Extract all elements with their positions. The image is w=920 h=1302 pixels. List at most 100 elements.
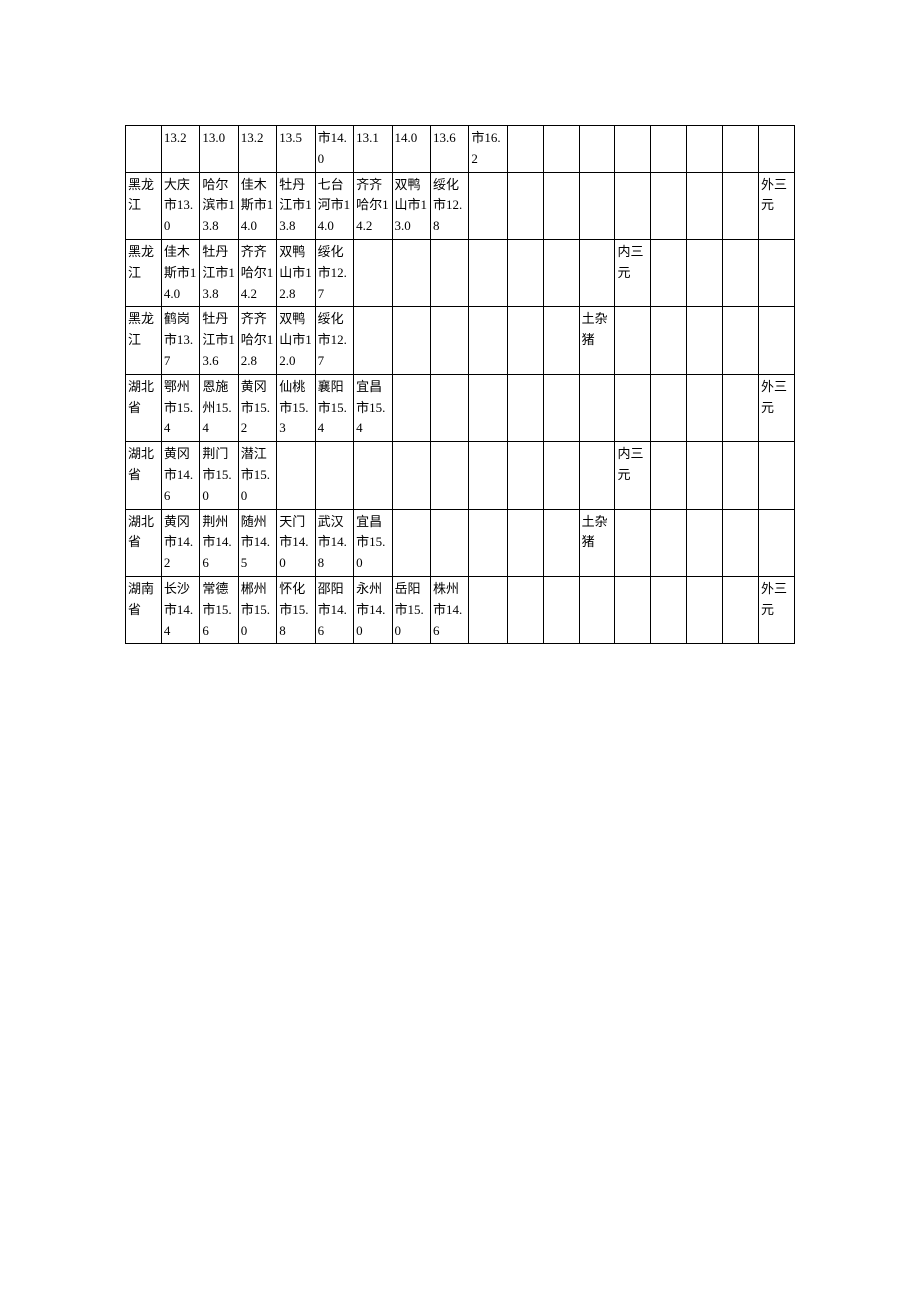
data-cell: [615, 172, 651, 239]
data-cell: [392, 442, 430, 509]
data-cell: [430, 509, 468, 576]
data-cell: 鄂州市15.4: [161, 374, 199, 441]
data-cell: 绥化市12.7: [315, 239, 353, 306]
data-cell: [469, 374, 507, 441]
data-cell: [543, 126, 579, 173]
table-body: 13.2 13.0 13.2 13.5 市14.0 13.1 14.0 13.6…: [126, 126, 795, 644]
data-cell: 牡丹江市13.6: [200, 307, 238, 374]
data-cell: 牡丹江市13.8: [200, 239, 238, 306]
type-cell: [758, 126, 794, 173]
data-cell: 怀化市15.8: [277, 576, 315, 643]
data-cell: 荆州市14.6: [200, 509, 238, 576]
data-cell: [651, 172, 687, 239]
data-cell: [579, 576, 615, 643]
data-cell: 13.2: [161, 126, 199, 173]
data-cell: [723, 307, 759, 374]
data-cell: [507, 509, 543, 576]
province-cell: 黑龙江: [126, 307, 162, 374]
data-cell: [615, 509, 651, 576]
type-cell: [758, 509, 794, 576]
data-cell: [651, 442, 687, 509]
data-cell: 株州市14.6: [430, 576, 468, 643]
data-cell: 随州市14.5: [238, 509, 276, 576]
data-cell: 13.1: [354, 126, 392, 173]
data-cell: 荆门市15.0: [200, 442, 238, 509]
data-cell: [615, 374, 651, 441]
data-cell: 13.0: [200, 126, 238, 173]
type-cell: 内三元: [615, 239, 651, 306]
data-cell: [687, 126, 723, 173]
data-cell: [392, 509, 430, 576]
data-cell: [507, 576, 543, 643]
data-cell: [615, 126, 651, 173]
data-cell: [723, 239, 759, 306]
type-cell: 土杂猪: [579, 509, 615, 576]
data-cell: [579, 374, 615, 441]
data-cell: [651, 126, 687, 173]
data-cell: 邵阳市14.6: [315, 576, 353, 643]
data-cell: [354, 239, 392, 306]
data-cell: [469, 509, 507, 576]
data-cell: [507, 307, 543, 374]
data-cell: 14.0: [392, 126, 430, 173]
province-cell: 黑龙江: [126, 172, 162, 239]
data-cell: 牡丹江市13.8: [277, 172, 315, 239]
data-cell: [687, 576, 723, 643]
province-cell: 湖南省: [126, 576, 162, 643]
data-cell: [651, 374, 687, 441]
data-cell: [723, 509, 759, 576]
data-cell: [469, 239, 507, 306]
data-cell: [543, 509, 579, 576]
type-cell: 外三元: [758, 374, 794, 441]
data-cell: 13.6: [430, 126, 468, 173]
province-cell: 湖北省: [126, 509, 162, 576]
data-cell: 绥化市12.8: [430, 172, 468, 239]
data-cell: [651, 509, 687, 576]
data-cell: [723, 172, 759, 239]
data-cell: 宜昌市15.4: [354, 374, 392, 441]
data-cell: 黄冈市14.2: [161, 509, 199, 576]
table-row: 黑龙江 大庆市13.0 哈尔滨市13.8 佳木斯市14.0 牡丹江市13.8 七…: [126, 172, 795, 239]
province-cell: 湖北省: [126, 442, 162, 509]
data-cell: [543, 442, 579, 509]
data-cell: 永州市14.0: [354, 576, 392, 643]
type-cell: 外三元: [758, 576, 794, 643]
data-cell: 仙桃市15.3: [277, 374, 315, 441]
data-cell: 佳木斯市14.0: [238, 172, 276, 239]
data-cell: [315, 442, 353, 509]
type-cell: [758, 239, 794, 306]
data-cell: [687, 172, 723, 239]
data-cell: [579, 239, 615, 306]
type-cell: 外三元: [758, 172, 794, 239]
data-cell: 常德市15.6: [200, 576, 238, 643]
data-cell: [579, 442, 615, 509]
data-cell: 双鸭山市13.0: [392, 172, 430, 239]
data-cell: 双鸭山市12.8: [277, 239, 315, 306]
table-row: 黑龙江 鹤岗市13.7 牡丹江市13.6 齐齐哈尔12.8 双鸭山市12.0 绥…: [126, 307, 795, 374]
data-cell: 齐齐哈尔14.2: [238, 239, 276, 306]
data-cell: 黄冈市14.6: [161, 442, 199, 509]
data-cell: [392, 239, 430, 306]
data-cell: [687, 374, 723, 441]
data-cell: [687, 239, 723, 306]
data-cell: 宜昌市15.0: [354, 509, 392, 576]
data-cell: [687, 442, 723, 509]
table-row: 湖北省 黄冈市14.2 荆州市14.6 随州市14.5 天门市14.0 武汉市1…: [126, 509, 795, 576]
data-cell: 七台河市14.0: [315, 172, 353, 239]
data-cell: 哈尔滨市13.8: [200, 172, 238, 239]
province-cell: 湖北省: [126, 374, 162, 441]
type-cell: [758, 442, 794, 509]
data-cell: 佳木斯市14.0: [161, 239, 199, 306]
data-cell: [651, 239, 687, 306]
data-cell: 鹤岗市13.7: [161, 307, 199, 374]
table-row: 13.2 13.0 13.2 13.5 市14.0 13.1 14.0 13.6…: [126, 126, 795, 173]
data-cell: [507, 374, 543, 441]
data-cell: 岳阳市15.0: [392, 576, 430, 643]
table-row: 湖南省 长沙市14.4 常德市15.6 郴州市15.0 怀化市15.8 邵阳市1…: [126, 576, 795, 643]
data-cell: [543, 239, 579, 306]
data-cell: [430, 307, 468, 374]
type-cell: [758, 307, 794, 374]
province-cell: 黑龙江: [126, 239, 162, 306]
data-cell: [354, 307, 392, 374]
data-cell: [392, 307, 430, 374]
